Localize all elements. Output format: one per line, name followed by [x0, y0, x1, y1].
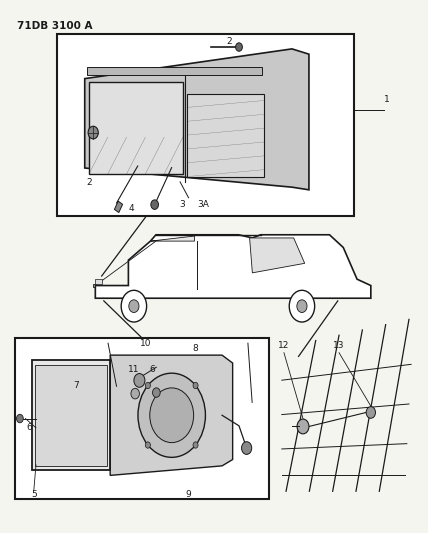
Text: 11: 11	[128, 365, 139, 374]
Text: 4: 4	[128, 204, 134, 213]
Bar	[15, 338, 269, 499]
Bar	[87, 67, 262, 75]
Text: 3A: 3A	[197, 200, 209, 209]
Circle shape	[138, 373, 205, 457]
Circle shape	[129, 300, 139, 312]
Polygon shape	[85, 49, 309, 190]
Polygon shape	[110, 355, 233, 475]
Bar	[114, 201, 122, 213]
Bar	[57, 34, 354, 216]
Circle shape	[289, 290, 315, 322]
Circle shape	[151, 200, 158, 209]
Text: 1: 1	[383, 95, 389, 104]
Circle shape	[145, 442, 150, 448]
Bar	[89, 82, 183, 174]
Text: 8: 8	[192, 344, 198, 353]
Circle shape	[193, 382, 198, 389]
Bar	[35, 365, 107, 466]
Circle shape	[236, 43, 242, 51]
Bar	[187, 94, 264, 176]
Text: 2: 2	[226, 37, 232, 46]
Text: 3: 3	[179, 200, 185, 209]
Circle shape	[297, 300, 307, 312]
Circle shape	[145, 382, 150, 389]
Polygon shape	[95, 235, 371, 298]
Circle shape	[131, 389, 140, 399]
Text: 12: 12	[278, 342, 290, 351]
Circle shape	[152, 388, 160, 397]
Text: 2: 2	[86, 179, 92, 188]
Text: 7: 7	[73, 381, 79, 390]
Bar	[95, 279, 102, 284]
Circle shape	[134, 374, 145, 387]
Circle shape	[241, 442, 252, 455]
Bar	[93, 284, 95, 287]
Polygon shape	[150, 236, 194, 241]
Text: 6: 6	[27, 423, 33, 432]
Text: 71DB 3100 A: 71DB 3100 A	[17, 21, 92, 30]
Text: 6: 6	[150, 365, 155, 374]
Circle shape	[366, 407, 375, 418]
Text: 13: 13	[333, 342, 345, 351]
Circle shape	[150, 388, 193, 442]
Circle shape	[193, 442, 198, 448]
Circle shape	[17, 414, 23, 423]
Circle shape	[88, 126, 98, 139]
Text: 5: 5	[31, 490, 37, 499]
Circle shape	[121, 290, 147, 322]
Polygon shape	[250, 238, 305, 273]
Circle shape	[297, 419, 309, 434]
Text: 9: 9	[186, 490, 191, 499]
Text: 10: 10	[140, 338, 152, 348]
Bar	[32, 360, 110, 470]
